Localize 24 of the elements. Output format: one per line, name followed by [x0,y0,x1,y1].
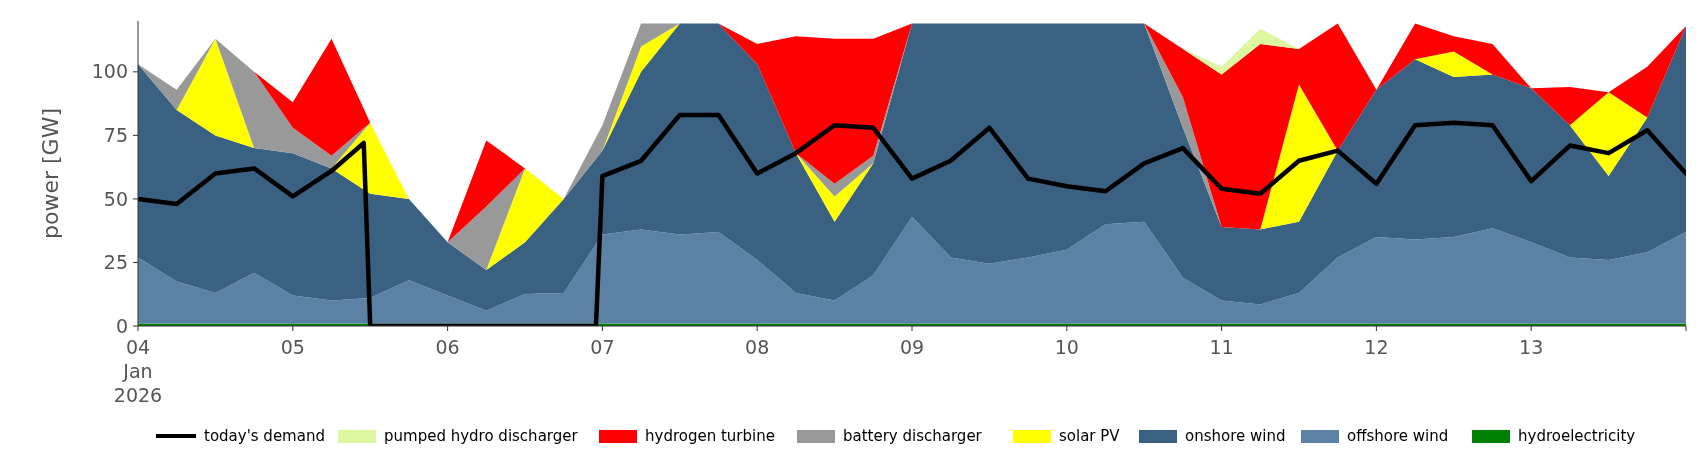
x-tick-label: 06 [435,336,460,358]
x-tick-label: 05 [280,336,305,358]
x-tick-label: 13 [1519,336,1544,358]
legend-label: onshore wind [1185,427,1286,446]
legend-label: pumped hydro discharger [384,427,579,446]
y-tick-label: 0 [115,314,128,337]
legend-label: hydrogen turbine [645,427,775,446]
x-tick-label: 10 [1054,336,1079,358]
legend-label: offshore wind [1347,427,1449,446]
x-tick-label: 12 [1364,336,1389,358]
y-tick-label: 75 [103,124,128,147]
x-tick-label: 07 [590,336,615,358]
y-axis-title: power [GW] [38,108,63,239]
legend-label: solar PV [1059,427,1121,446]
y-tick-label: 50 [103,187,128,210]
legend-label: today's demand [204,427,325,446]
x-tick-label: 11 [1209,336,1234,358]
x-tick-label: 04 Jan 2026 [113,336,163,406]
x-tick-label: 09 [899,336,925,358]
legend-label: hydroelectricity [1518,427,1636,446]
legend-label: battery discharger [843,427,983,446]
y-tick-label: 100 [91,60,128,83]
x-tick-label: 08 [745,336,770,358]
y-tick-label: 25 [103,251,128,274]
